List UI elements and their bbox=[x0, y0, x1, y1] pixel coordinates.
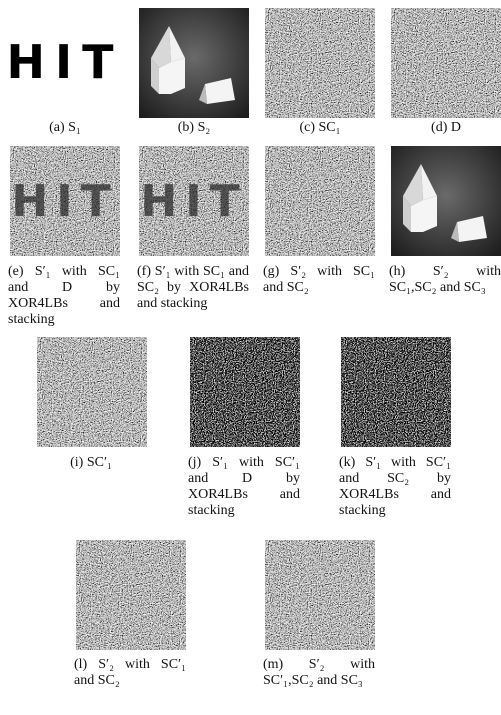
panel-image bbox=[391, 146, 501, 256]
panel-image bbox=[265, 8, 375, 118]
panel-image: HIT bbox=[10, 146, 120, 256]
image-text: HIT bbox=[11, 176, 118, 227]
caption: (l) S′₂ with SC′₁ and SC₂ bbox=[74, 657, 186, 689]
caption: (c) SC₁ bbox=[260, 120, 380, 136]
noise bbox=[265, 146, 375, 256]
noise bbox=[76, 540, 186, 650]
caption: (k) S′₁ with SC′₁ and SC₂ by XOR4LBs and… bbox=[339, 455, 451, 519]
image-text: HIT bbox=[140, 176, 247, 227]
panel-image: HIT bbox=[10, 8, 120, 118]
caption: (a) S₁ bbox=[5, 120, 125, 136]
noise bbox=[265, 540, 375, 650]
panel-image bbox=[265, 540, 375, 650]
noise bbox=[37, 337, 147, 447]
caption: (j) S′₁ with SC′₁ and D by XOR4LBs and s… bbox=[188, 455, 300, 519]
panel-image bbox=[139, 8, 249, 118]
panel-image bbox=[190, 337, 300, 447]
caption: (b) S₂ bbox=[134, 120, 254, 136]
caption: (d) D bbox=[386, 120, 501, 136]
noise bbox=[190, 337, 300, 447]
noise bbox=[341, 337, 451, 447]
caption: (i) SC′₁ bbox=[35, 455, 147, 471]
panel-image bbox=[37, 337, 147, 447]
caption: (g) S′₂ with SC₁ and SC₂ bbox=[263, 264, 375, 296]
caption: (e) S′₁ with SC₁ and D by XOR4LBs and st… bbox=[8, 264, 120, 328]
noise bbox=[265, 8, 375, 118]
panel-image bbox=[391, 8, 501, 118]
caption: (f) S′₁ with SC₁ and SC₂ by XOR4LBs and … bbox=[137, 264, 249, 312]
panel-image bbox=[265, 146, 375, 256]
noise bbox=[391, 8, 501, 118]
image-text: HIT bbox=[10, 35, 120, 89]
panel-image bbox=[76, 540, 186, 650]
figure-page: (() => { const data = JSON.parse(documen… bbox=[0, 0, 501, 715]
panel-image bbox=[341, 337, 451, 447]
caption: (m) S′₂ with SC′₁,SC₂ and SC₃ bbox=[263, 657, 375, 689]
panel-image: HIT bbox=[139, 146, 249, 256]
caption: (h) S′₂ with SC₁,SC₂ and SC₃ bbox=[389, 264, 501, 296]
